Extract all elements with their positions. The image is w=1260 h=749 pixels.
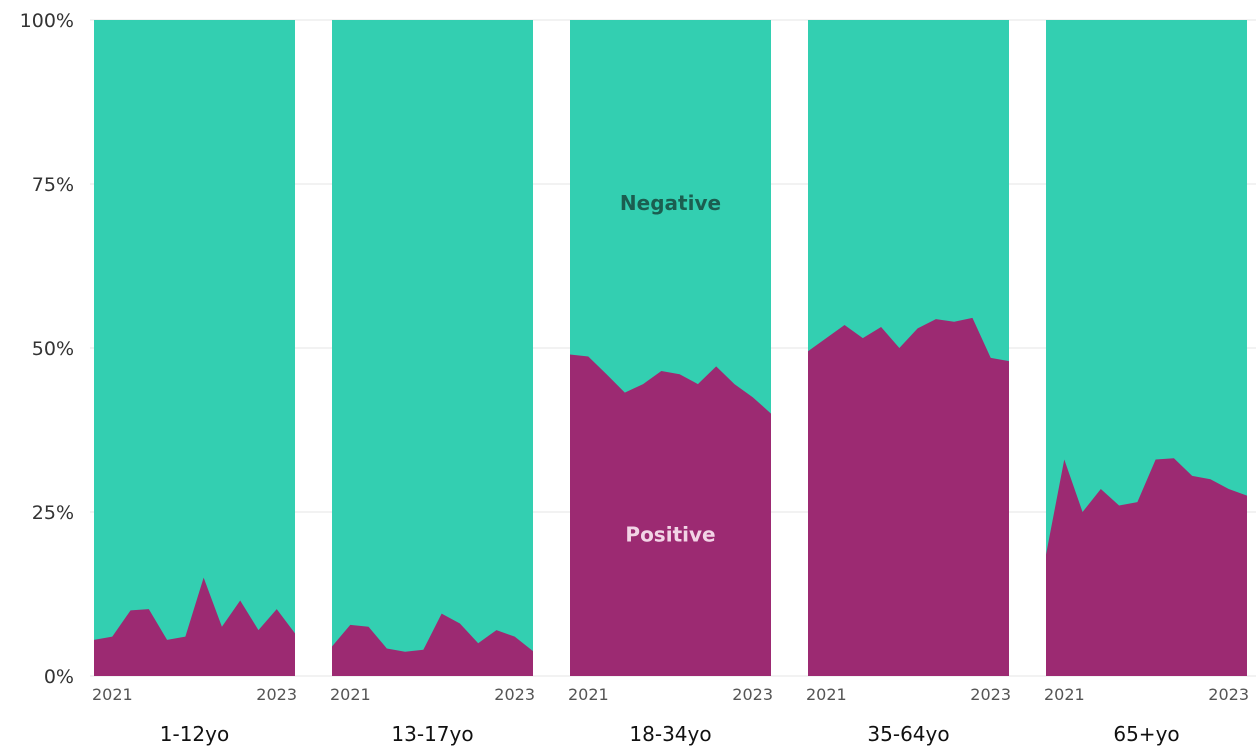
series-labels: Negative Positive xyxy=(620,191,721,546)
x-tick-label: 2023 xyxy=(494,685,535,704)
panel-13-17yo xyxy=(332,20,533,676)
panel-1-12yo xyxy=(94,20,295,676)
positive-area xyxy=(332,613,533,676)
positive-area xyxy=(94,577,295,676)
x-tick-label: 2021 xyxy=(806,685,847,704)
chart-panels xyxy=(94,20,1247,676)
y-tick-label: 50% xyxy=(32,338,74,360)
panel-label: 18-34yo xyxy=(629,722,711,746)
panel-label: 35-64yo xyxy=(867,722,949,746)
x-tick-label: 2023 xyxy=(970,685,1011,704)
positive-area xyxy=(570,354,771,676)
series-label-negative: Negative xyxy=(620,191,721,215)
y-tick-label: 0% xyxy=(44,666,74,688)
x-tick-label: 2021 xyxy=(1044,685,1085,704)
panel-18-34yo xyxy=(570,20,771,676)
negative-area xyxy=(332,20,533,676)
y-tick-label: 25% xyxy=(32,502,74,524)
positive-area xyxy=(808,317,1009,676)
x-axis: 2021 2023 1-12yo 2021 2023 13-17yo 2021 2023 18-… xyxy=(92,685,1249,746)
panel-label: 1-12yo xyxy=(160,722,229,746)
panel-label: 13-17yo xyxy=(391,722,473,746)
series-label-positive: Positive xyxy=(625,523,715,547)
x-tick-label: 2021 xyxy=(92,685,133,704)
panel-65+yo xyxy=(1046,20,1247,676)
x-tick-label: 2023 xyxy=(1208,685,1249,704)
panel-label: 65+yo xyxy=(1113,722,1179,746)
negative-area xyxy=(94,20,295,676)
y-tick-label: 100% xyxy=(20,10,74,32)
x-tick-label: 2021 xyxy=(568,685,609,704)
positive-area xyxy=(1046,458,1247,676)
x-tick-label: 2021 xyxy=(330,685,371,704)
y-tick-label: 75% xyxy=(32,174,74,196)
x-tick-label: 2023 xyxy=(732,685,773,704)
y-axis: 0% 25% 50% 75% 100% xyxy=(20,10,74,688)
panel-35-64yo xyxy=(808,20,1009,676)
x-tick-label: 2023 xyxy=(256,685,297,704)
